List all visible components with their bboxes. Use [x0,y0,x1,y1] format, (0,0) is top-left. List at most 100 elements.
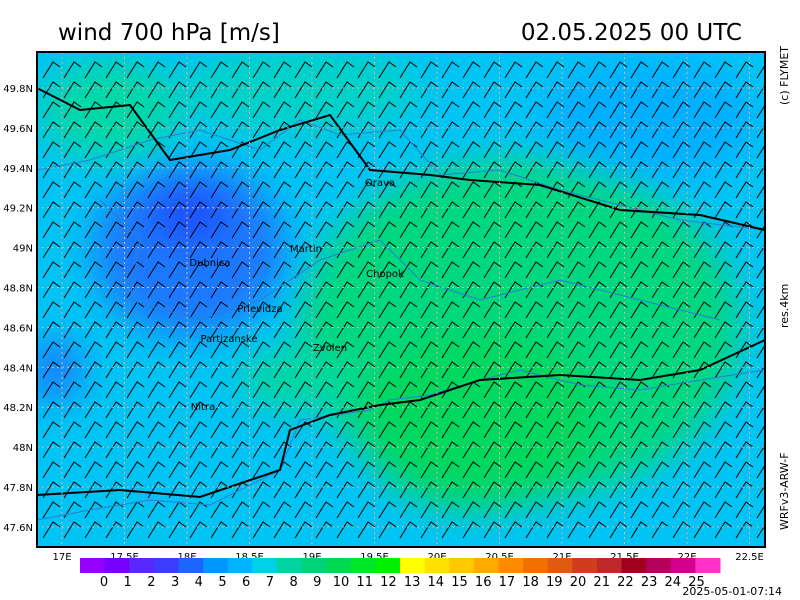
barb [441,381,460,399]
barb [378,81,397,99]
barb [630,241,649,259]
colorbar-label: 18 [522,575,539,590]
barb [483,401,502,419]
barb [546,461,565,479]
barb [315,361,334,379]
barb [714,501,733,519]
barb [693,521,712,539]
barb [336,221,355,239]
barb [567,241,586,259]
barb [399,461,418,479]
lon-label: 18.5E [235,552,264,563]
barb [231,341,250,359]
barb [567,101,586,119]
barb [294,481,313,499]
barb [714,321,733,339]
barb [189,241,208,259]
barb [756,64,765,79]
barb [315,521,334,539]
barb [357,521,376,539]
barb [273,201,292,219]
barb [294,381,313,399]
barb [252,261,271,279]
barb [525,81,544,99]
barb [546,161,565,179]
barb [147,61,166,79]
barb [420,241,439,259]
place-name: Dubnica [189,258,230,269]
barb [231,181,250,199]
barb [210,121,229,139]
barb [756,384,765,399]
lon-label: 19E [302,552,321,563]
barb [609,61,628,79]
barb [273,501,292,519]
barb [588,301,607,319]
place-name: Zvolen [313,343,347,354]
barb [63,221,82,239]
barb [441,401,460,419]
barb [189,361,208,379]
colorbar-label: 20 [570,575,587,590]
barb [378,241,397,259]
barb [357,481,376,499]
barb [714,181,733,199]
barb [693,181,712,199]
barb [420,221,439,239]
barb [462,181,481,199]
barb [735,121,754,139]
barb [588,501,607,519]
barb [567,501,586,519]
barb [105,61,124,79]
barb [609,501,628,519]
colorbar: 0 1 2 3 4 5 6 7 8 9 10 11 12 13 14 15 16 17 18 19 20 21 22 23 24… [80,558,721,590]
barb [672,401,691,419]
barb [609,141,628,159]
barb [546,281,565,299]
barb [630,381,649,399]
barb [189,61,208,79]
barb [273,161,292,179]
barb [672,521,691,539]
barb [399,61,418,79]
barb [630,101,649,119]
barb [63,521,82,539]
barb [189,461,208,479]
barb [441,361,460,379]
barb [168,341,187,359]
barb [651,61,670,79]
barb [693,401,712,419]
barb [441,81,460,99]
barb [147,81,166,99]
barb [63,261,82,279]
barb [525,321,544,339]
colorbar-cell [375,558,401,573]
barb [567,361,586,379]
barb [84,341,103,359]
barb [693,281,712,299]
barb [231,361,250,379]
lat-label: 49N [13,244,33,255]
barb [588,241,607,259]
barb [63,441,82,459]
colorbar-cell [523,558,549,573]
barb [315,161,334,179]
barb [42,201,61,219]
barb [609,361,628,379]
barb [483,161,502,179]
colorbar-label: 22 [617,575,634,590]
barb [210,521,229,539]
colorbar-label: 13 [404,575,421,590]
barb [714,461,733,479]
barb [168,401,187,419]
place-name: Partizanske [200,334,257,345]
barb [672,61,691,79]
barb [672,441,691,459]
barb [546,241,565,259]
barb [630,441,649,459]
barb [336,301,355,319]
barb [168,181,187,199]
barb [420,301,439,319]
barb [105,261,124,279]
barb [693,121,712,139]
